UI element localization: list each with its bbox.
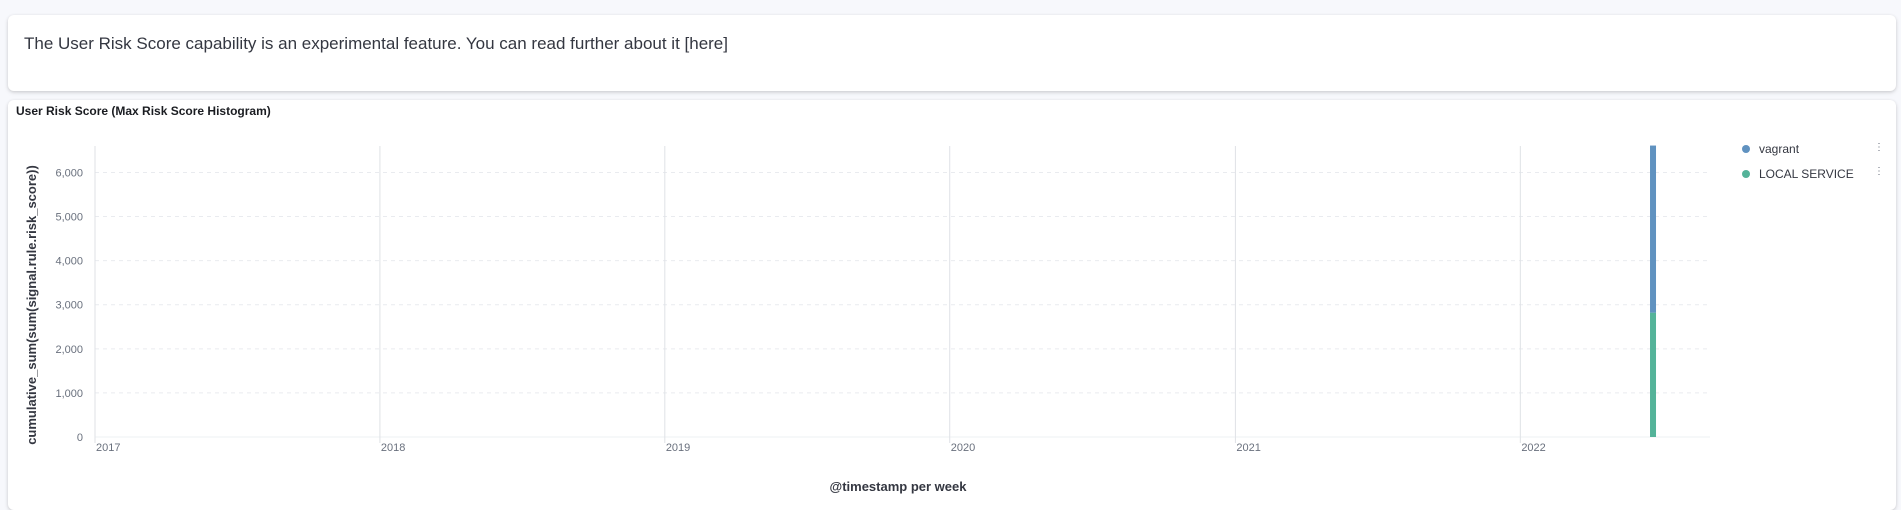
legend-item-vagrant[interactable]: vagrant xyxy=(1742,142,1799,156)
legend-item-local-service[interactable]: LOCAL SERVICE xyxy=(1742,167,1854,181)
x-axis-title: @timestamp per week xyxy=(830,479,968,494)
y-tick-label: 0 xyxy=(77,432,83,444)
legend-label: vagrant xyxy=(1759,142,1800,156)
legend-menu-icon[interactable]: ⋮ xyxy=(1874,167,1884,177)
legend-label: LOCAL SERVICE xyxy=(1759,167,1854,181)
legend-menu-icon[interactable]: ⋮ xyxy=(1874,143,1884,153)
y-axis-title: cumulative_sum(sum(signal.rule.risk_scor… xyxy=(24,165,39,445)
bar-vagrant xyxy=(1650,145,1657,313)
experimental-notice-card: The User Risk Score capability is an exp… xyxy=(8,15,1896,91)
x-tick-label: 2018 xyxy=(381,442,405,454)
legend-dot-icon xyxy=(1742,145,1750,153)
panel-title: User Risk Score (Max Risk Score Histogra… xyxy=(16,104,271,118)
bar-local-service xyxy=(1650,312,1657,437)
y-tick-label: 6,000 xyxy=(55,167,83,179)
x-tick-label: 2019 xyxy=(666,442,690,454)
y-tick-label: 5,000 xyxy=(55,212,83,224)
y-tick-label: 1,000 xyxy=(55,388,83,400)
experimental-notice-text: The User Risk Score capability is an exp… xyxy=(24,34,728,53)
legend-dot-icon xyxy=(1742,170,1750,178)
x-tick-label: 2021 xyxy=(1236,442,1260,454)
y-tick-label: 4,000 xyxy=(55,256,83,268)
x-tick-label: 2017 xyxy=(96,442,120,454)
x-tick-label: 2022 xyxy=(1521,442,1545,454)
y-tick-label: 2,000 xyxy=(55,344,83,356)
x-tick-label: 2020 xyxy=(951,442,975,454)
y-tick-label: 3,000 xyxy=(55,300,83,312)
